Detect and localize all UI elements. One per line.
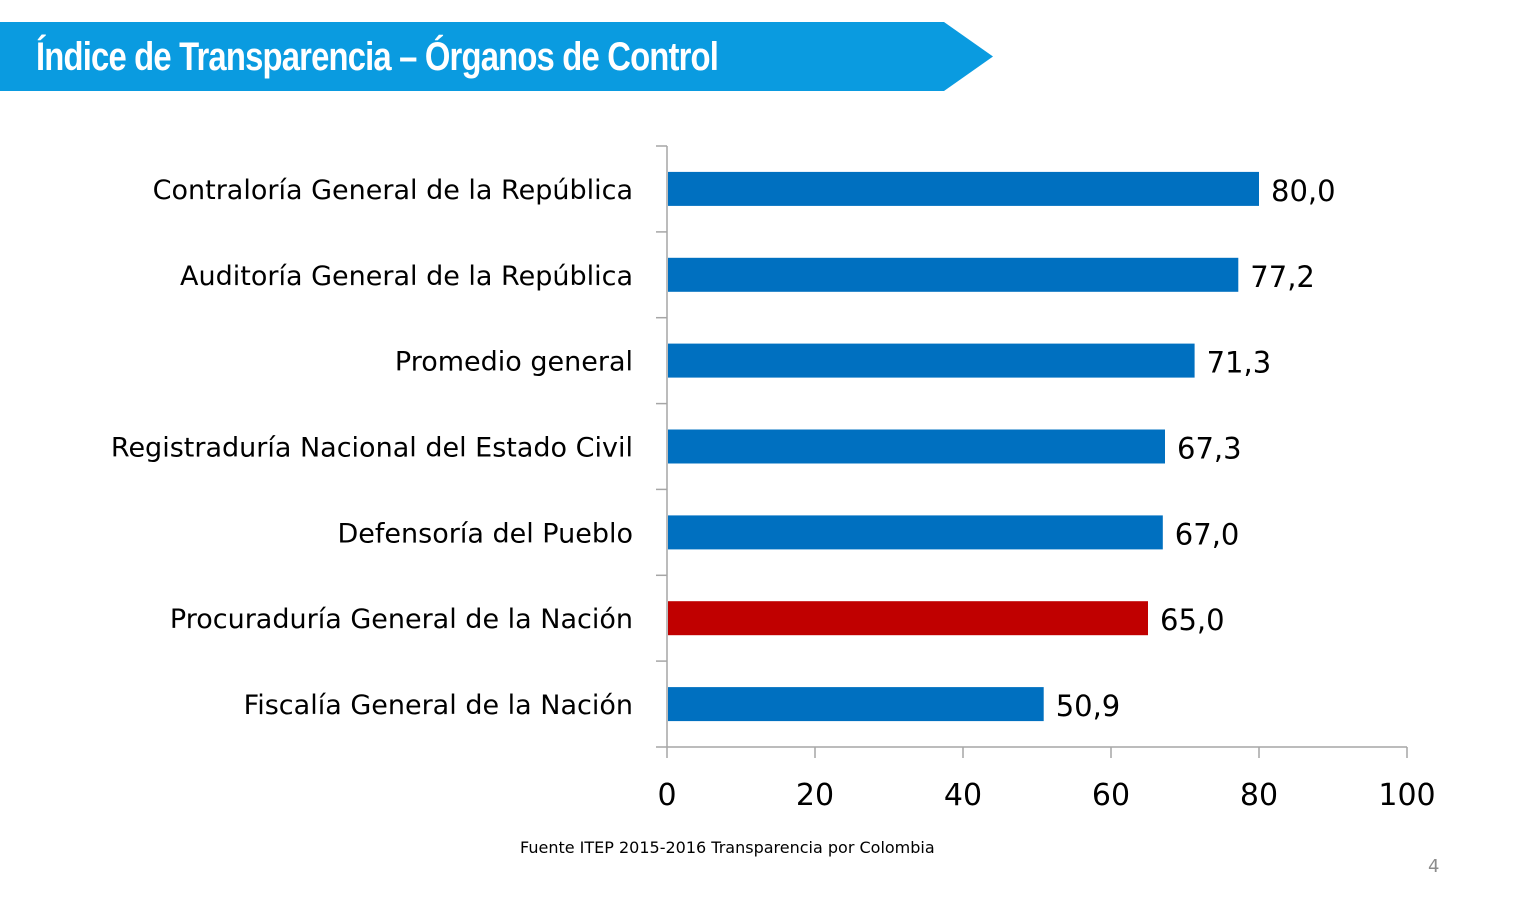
- category-label: Registraduría Nacional del Estado Civil: [111, 433, 633, 464]
- value-labels-group: 80,0 77,2 71,3 67,3 67,0 65,0 50,9: [1056, 174, 1336, 723]
- x-tick-label: 100: [1378, 778, 1435, 813]
- value-label: 67,0: [1175, 517, 1240, 551]
- page-number: 4: [1428, 856, 1440, 877]
- x-tick-label: 0: [657, 778, 676, 813]
- category-label: Promedio general: [395, 347, 633, 378]
- axes-group: [656, 145, 1408, 758]
- value-label: 50,9: [1056, 689, 1121, 723]
- x-tick-label: 40: [944, 778, 982, 813]
- x-tick-label: 80: [1240, 778, 1278, 813]
- value-label: 80,0: [1271, 174, 1336, 208]
- bar: [668, 515, 1163, 550]
- value-label: 65,0: [1160, 603, 1225, 637]
- bar: [668, 601, 1148, 636]
- category-label: Auditoría General de la República: [180, 261, 633, 292]
- x-tick-labels-group: 0 20 40 60 80 100: [657, 778, 1435, 813]
- x-tick-label: 60: [1092, 778, 1130, 813]
- bar: [668, 343, 1195, 378]
- value-label: 71,3: [1207, 346, 1272, 380]
- value-label: 67,3: [1177, 432, 1242, 466]
- category-labels-group: Contraloría General de la República Audit…: [111, 175, 633, 721]
- bar: [668, 257, 1239, 292]
- category-label: Procuraduría General de la Nación: [170, 604, 633, 635]
- category-label: Contraloría General de la República: [153, 175, 633, 206]
- source-note: Fuente ITEP 2015-2016 Transparencia por …: [520, 838, 935, 857]
- banner-arrow-shape: [0, 22, 993, 91]
- page-title: Índice de Transparencia – Órganos de Con…: [36, 35, 719, 79]
- bar: [668, 171, 1259, 206]
- bar: [668, 429, 1165, 464]
- value-label: 77,2: [1250, 260, 1315, 294]
- bar: [668, 687, 1044, 722]
- bars-group: [668, 171, 1259, 722]
- category-label: Fiscalía General de la Nación: [244, 690, 633, 721]
- x-tick-label: 20: [796, 778, 834, 813]
- title-banner: Índice de Transparencia – Órganos de Con…: [0, 22, 995, 91]
- category-label: Defensoría del Pueblo: [338, 518, 633, 549]
